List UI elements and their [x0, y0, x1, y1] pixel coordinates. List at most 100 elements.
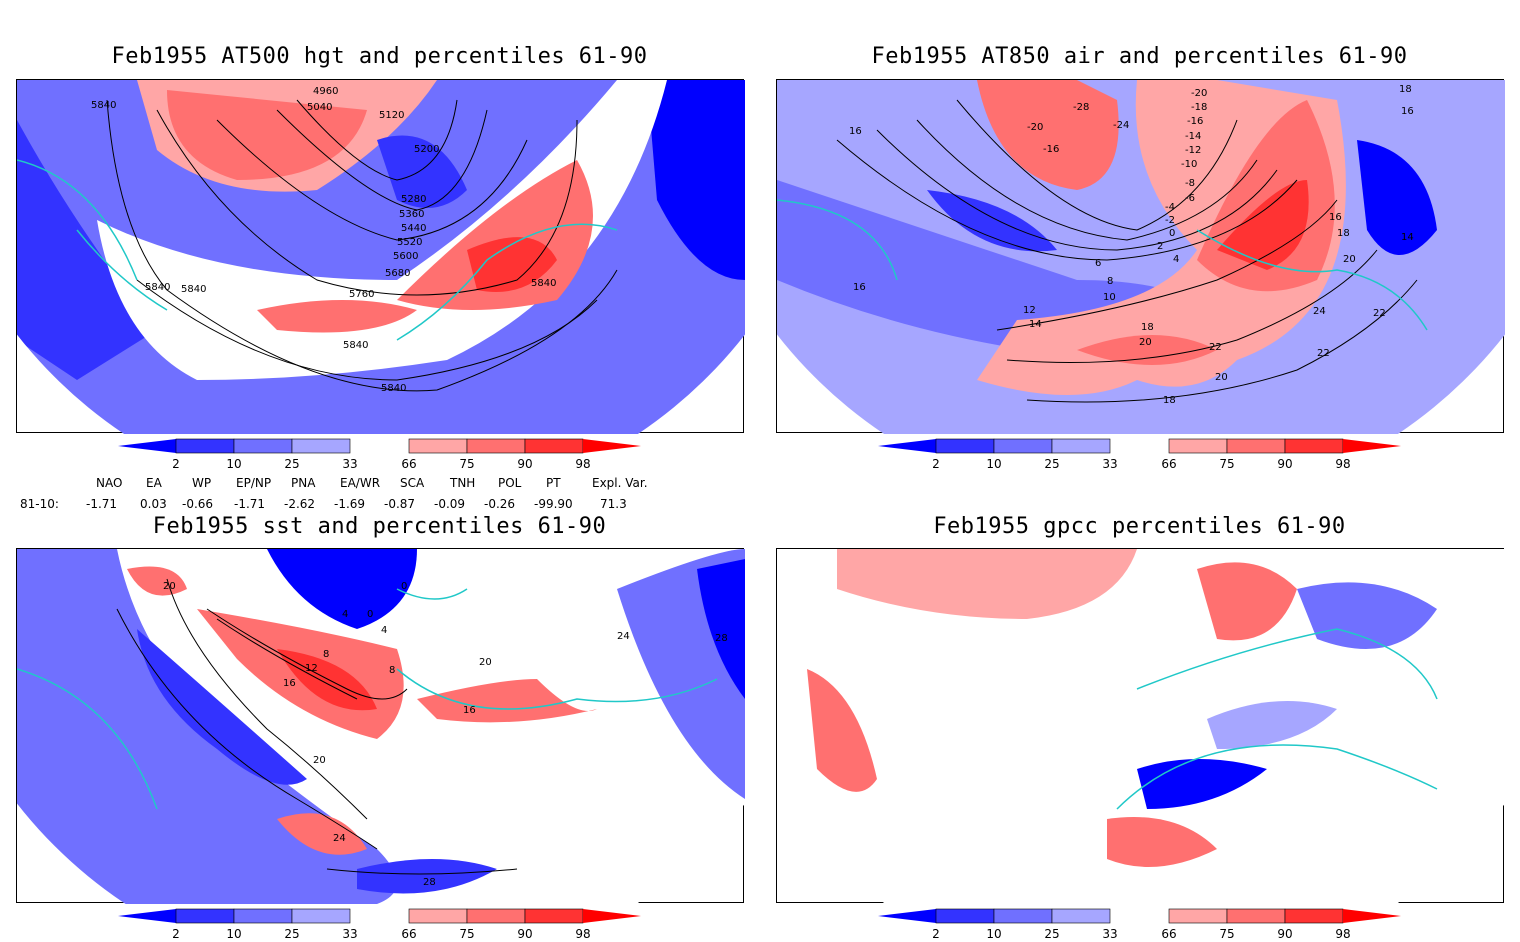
contour-label: 5360 — [399, 209, 424, 220]
index-value: -1.71 — [86, 497, 118, 511]
coastlines — [1116, 628, 1438, 810]
contour-label: 22 — [1317, 348, 1330, 359]
contour-label: 5280 — [401, 194, 426, 205]
percentile-blob — [1197, 562, 1297, 641]
svg-text:33: 33 — [342, 457, 357, 471]
contour-label: 14 — [1401, 232, 1414, 243]
percentile-blob — [1107, 817, 1217, 867]
contour-label: 18 — [1337, 228, 1350, 239]
contour-label: 2 — [1157, 241, 1163, 252]
svg-text:25: 25 — [284, 457, 299, 471]
contour-label: 5840 — [145, 282, 170, 293]
contour-label: 16 — [1401, 106, 1414, 117]
index-value: -2.62 — [284, 497, 316, 511]
contour-label: 5840 — [91, 100, 116, 111]
svg-text:10: 10 — [226, 457, 241, 471]
contour-label: -8 — [1185, 178, 1195, 189]
index-header: EA — [146, 476, 162, 490]
percentile-blob — [837, 549, 1137, 619]
percentile-blob — [377, 135, 467, 208]
contour-label: -4 — [1165, 202, 1175, 213]
contour-labels: 20 0 4 0 4 8 12 16 8 20 16 24 24 20 28 2… — [163, 581, 728, 888]
contour-label: 4960 — [313, 86, 338, 97]
percentile-blob — [417, 679, 597, 723]
index-value: -0.66 — [182, 497, 214, 511]
contour-label: 0 — [1169, 228, 1175, 239]
index-value: 0.03 — [140, 497, 167, 511]
contour-label: -18 — [1191, 102, 1207, 113]
svg-text:2: 2 — [932, 457, 940, 471]
svg-text:2: 2 — [932, 927, 940, 941]
contour-labels: 5840 4960 5040 5120 5200 5280 5360 5440 … — [91, 86, 556, 394]
percentile-blob — [1077, 335, 1217, 365]
svg-text:90: 90 — [1277, 927, 1292, 941]
svg-text:10: 10 — [986, 927, 1001, 941]
index-value: -0.26 — [484, 497, 516, 511]
percentile-blob — [1137, 759, 1267, 809]
map-gpcc — [777, 549, 1505, 904]
map-hgt500: 5840 4960 5040 5120 5200 5280 5360 5440 … — [17, 80, 745, 434]
contour-label: -2 — [1165, 215, 1175, 226]
contour-label: 10 — [1103, 292, 1116, 303]
contour-label: 14 — [1029, 319, 1042, 330]
index-value: -99.90 — [534, 497, 573, 511]
percentile-blob — [357, 859, 497, 894]
contour-label: 16 — [849, 126, 862, 137]
percentile-blob — [467, 237, 557, 292]
percentile-blob — [647, 80, 745, 280]
index-header: TNH — [450, 476, 476, 490]
contour-label: 18 — [1141, 322, 1154, 333]
index-header: WP — [192, 476, 212, 490]
contour-label: 12 — [1023, 305, 1036, 316]
svg-text:10: 10 — [226, 927, 241, 941]
svg-text:33: 33 — [342, 927, 357, 941]
colorbar-ticks: 2 10 25 33 66 75 90 98 — [172, 457, 590, 471]
svg-text:25: 25 — [284, 927, 299, 941]
contour-label: 5840 — [531, 278, 556, 289]
contour-label: 0 — [367, 609, 373, 620]
svg-text:98: 98 — [1335, 457, 1350, 471]
contour-label: 20 — [163, 581, 176, 592]
contour-label: 5200 — [414, 144, 439, 155]
percentile-blob — [1297, 582, 1437, 649]
map-panel-hgt500: 5840 4960 5040 5120 5200 5280 5360 5440 … — [16, 79, 745, 434]
contour-label: 5600 — [393, 251, 418, 262]
contour-label: 4 — [342, 609, 348, 620]
svg-text:66: 66 — [1161, 457, 1176, 471]
contour-label: 12 — [305, 663, 318, 674]
contour-label: 0 — [401, 581, 407, 592]
percentile-blob — [267, 549, 417, 629]
index-value: -0.09 — [434, 497, 466, 511]
percentile-blob — [1357, 140, 1437, 255]
contour-label: 20 — [479, 657, 492, 668]
contour-label: 18 — [1399, 84, 1412, 95]
panel-title-hgt500: Feb1955 AT500 hgt and percentiles 61-90 — [111, 44, 648, 69]
percentile-blob — [977, 80, 1119, 190]
contour-label: 16 — [283, 678, 296, 689]
svg-text:10: 10 — [986, 457, 1001, 471]
contour-label: 22 — [1373, 308, 1386, 319]
panel-title-air850: Feb1955 AT850 air and percentiles 61-90 — [871, 44, 1408, 69]
percentile-blob — [1207, 701, 1337, 749]
index-header: SCA — [400, 476, 425, 490]
index-header: PT — [546, 476, 561, 490]
svg-text:75: 75 — [1219, 927, 1234, 941]
colorbar-sst: 2 10 25 33 66 75 90 98 — [118, 908, 641, 941]
contour-label: 5120 — [379, 110, 404, 121]
contour-label: 8 — [389, 665, 395, 676]
contour-label: -20 — [1191, 88, 1207, 99]
contour-label: -20 — [1027, 122, 1043, 133]
index-row-label: 81-10: — [20, 497, 59, 511]
contour-label: -6 — [1185, 193, 1195, 204]
percentile-blob — [927, 190, 1057, 252]
map-panel-sst: 20 0 4 0 4 8 12 16 8 20 16 24 24 20 28 2… — [16, 548, 745, 904]
index-header: NAO — [96, 476, 123, 490]
colorbar-ticks: 2 10 25 33 66 75 90 98 — [932, 927, 1350, 941]
svg-text:98: 98 — [575, 927, 590, 941]
svg-text:25: 25 — [1044, 927, 1059, 941]
svg-text:2: 2 — [172, 457, 180, 471]
svg-text:33: 33 — [1102, 457, 1117, 471]
contour-label: -12 — [1185, 145, 1201, 156]
index-header: EP/NP — [236, 476, 272, 490]
svg-text:90: 90 — [517, 927, 532, 941]
